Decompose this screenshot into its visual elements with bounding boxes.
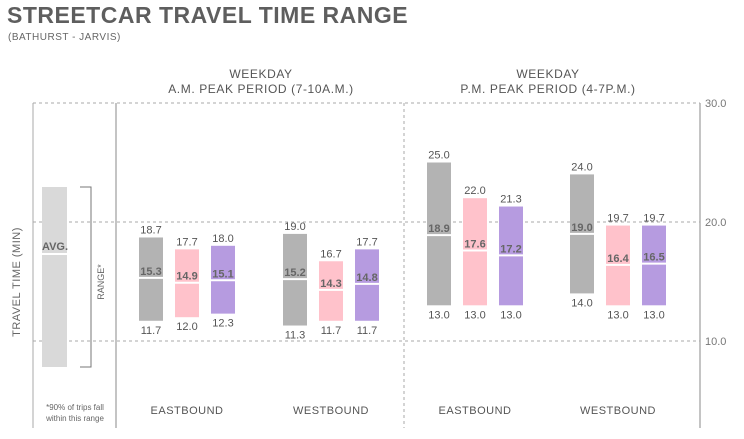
max-label: 21.3 [500, 194, 521, 206]
avg-label: 15.2 [284, 267, 305, 279]
direction-label: WESTBOUND [293, 405, 369, 417]
min-label: 11.7 [321, 325, 342, 337]
avg-label: 14.3 [320, 278, 341, 290]
max-label: 24.0 [571, 161, 592, 173]
chart-subtitle: (BATHURST - JARVIS) [8, 32, 121, 43]
range-bar [355, 249, 379, 321]
max-label: 19.7 [643, 213, 664, 225]
avg-label: 16.5 [643, 252, 664, 264]
max-label: 16.7 [320, 248, 341, 260]
max-label: 19.7 [607, 213, 628, 225]
legend-range-label: RANGE* [96, 264, 106, 300]
avg-label: 14.8 [356, 272, 377, 284]
range-bar [463, 198, 487, 306]
avg-label: 19.0 [571, 222, 592, 234]
period-label-line2: A.M. PEAK PERIOD (7-10A.M.) [168, 82, 354, 96]
max-label: 22.0 [464, 185, 485, 197]
min-label: 12.0 [176, 321, 197, 333]
range-bar [139, 237, 163, 321]
avg-label: 14.9 [176, 271, 197, 283]
avg-label: 17.6 [464, 239, 485, 251]
direction-label: EASTBOUND [151, 405, 224, 417]
y-tick-label: 10.0 [705, 336, 726, 348]
avg-label: 15.1 [212, 268, 233, 280]
direction-label: WESTBOUND [580, 405, 656, 417]
min-label: 13.0 [500, 309, 521, 321]
avg-label: 18.9 [428, 223, 449, 235]
max-label: 17.7 [176, 236, 197, 248]
min-label: 13.0 [428, 309, 449, 321]
range-bar [642, 225, 666, 306]
y-tick-label: 30.0 [705, 98, 726, 110]
avg-label: 15.3 [140, 266, 161, 278]
min-label: 12.3 [212, 318, 233, 330]
range-bar [427, 162, 451, 306]
legend-footnote-line2: within this range [45, 414, 104, 423]
max-label: 19.0 [284, 221, 305, 233]
min-label: 13.0 [607, 309, 628, 321]
max-label: 18.7 [140, 224, 161, 236]
min-label: 13.0 [643, 309, 664, 321]
period-label-line2: P.M. PEAK PERIOD (4-7P.M.) [460, 82, 635, 96]
min-label: 13.0 [464, 309, 485, 321]
y-tick-label: 20.0 [705, 217, 726, 229]
avg-label: 17.2 [500, 243, 521, 255]
legend-range-bar [42, 187, 67, 367]
legend-footnote-line1: *90% of trips fall [46, 403, 104, 412]
max-label: 17.7 [356, 236, 377, 248]
range-bar [319, 261, 343, 321]
chart-title: STREETCAR TRAVEL TIME RANGE [7, 2, 409, 28]
min-label: 14.0 [571, 297, 592, 309]
min-label: 11.3 [285, 330, 306, 342]
min-label: 11.7 [141, 325, 162, 337]
y-axis-label: TRAVEL TIME (MIN) [11, 227, 23, 337]
min-label: 11.7 [357, 325, 378, 337]
max-label: 18.0 [212, 233, 233, 245]
legend-range-bracket [80, 186, 92, 368]
max-label: 25.0 [428, 150, 449, 162]
direction-label: EASTBOUND [439, 405, 512, 417]
legend-avg-label: AVG. [42, 241, 68, 253]
period-label-line1: WEEKDAY [229, 67, 292, 81]
avg-label: 16.4 [607, 253, 629, 265]
period-label-line1: WEEKDAY [516, 67, 579, 81]
